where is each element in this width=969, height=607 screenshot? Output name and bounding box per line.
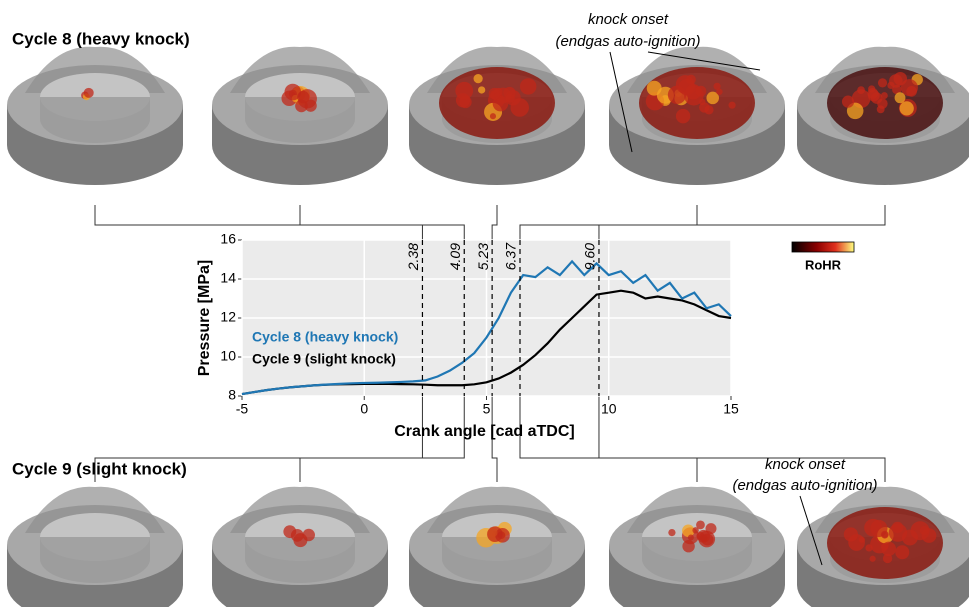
- rendering: [409, 47, 585, 185]
- bowl-wall: [642, 537, 752, 583]
- flame: [489, 88, 501, 100]
- flame: [478, 86, 485, 93]
- flame: [857, 86, 865, 94]
- connector: [95, 205, 422, 240]
- flame: [297, 91, 309, 103]
- flame: [704, 105, 713, 114]
- annotation: knock onset: [588, 11, 669, 28]
- flame: [729, 102, 736, 109]
- flame: [713, 83, 720, 90]
- x-tick-label: -5: [236, 401, 249, 417]
- flame: [868, 85, 875, 92]
- marker-label: 9.60: [582, 243, 598, 270]
- connector: [492, 205, 497, 240]
- connector: [599, 205, 885, 240]
- flame: [698, 531, 715, 548]
- y-tick-label: 12: [220, 309, 236, 325]
- flame: [870, 520, 887, 537]
- legend-entry: Cycle 9 (slight knock): [252, 351, 396, 367]
- row-label: Cycle 8 (heavy knock): [12, 29, 190, 48]
- row-label: Cycle 9 (slight knock): [12, 459, 187, 478]
- marker-label: 2.38: [405, 243, 421, 271]
- rendering: [609, 487, 785, 607]
- rendering: [609, 47, 785, 185]
- flame: [870, 556, 876, 562]
- annotation: (endgas auto-ignition): [555, 33, 700, 50]
- marker-label: 6.37: [503, 242, 519, 270]
- flame: [84, 88, 94, 98]
- flame: [878, 78, 887, 87]
- bowl-wall: [40, 97, 150, 143]
- bowl-wall: [40, 537, 150, 583]
- flame: [506, 93, 515, 102]
- y-tick-label: 16: [220, 231, 236, 247]
- flame: [498, 531, 506, 539]
- flame: [520, 78, 536, 94]
- rendering: [797, 487, 969, 607]
- colorbar: [792, 242, 854, 252]
- rendering: [212, 47, 388, 185]
- flame: [695, 86, 706, 97]
- flame: [895, 92, 906, 103]
- flame: [842, 96, 854, 108]
- flame: [865, 544, 872, 551]
- flame: [877, 105, 885, 113]
- flame: [283, 525, 296, 538]
- x-tick-label: 10: [601, 401, 617, 417]
- rendering: [409, 487, 585, 607]
- connector: [300, 205, 464, 240]
- connector: [520, 205, 697, 240]
- rendering: [212, 487, 388, 607]
- flame: [676, 109, 690, 123]
- annotation: knock onset: [765, 456, 846, 473]
- y-axis-label: Pressure [MPa]: [196, 260, 213, 377]
- y-tick-label: 10: [220, 348, 236, 364]
- x-tick-label: 15: [723, 401, 739, 417]
- flame: [668, 529, 675, 536]
- marker-label: 5.23: [475, 243, 491, 270]
- flame: [647, 81, 662, 96]
- flame: [303, 529, 315, 541]
- flame: [455, 82, 473, 100]
- flame: [920, 526, 929, 535]
- flame: [668, 86, 686, 104]
- flame: [490, 113, 496, 119]
- x-axis-label: Crank angle [cad aTDC]: [394, 423, 574, 440]
- flame: [895, 545, 909, 559]
- flame: [889, 523, 907, 541]
- flame: [692, 527, 698, 533]
- flame: [844, 527, 858, 541]
- y-tick-label: 14: [220, 270, 236, 286]
- annotation: (endgas auto-ignition): [732, 477, 877, 494]
- marker-label: 4.09: [447, 243, 463, 270]
- flame: [889, 74, 903, 88]
- rendering: [797, 47, 969, 185]
- rendering: [7, 47, 183, 185]
- rendering: [7, 487, 183, 607]
- flame: [906, 86, 917, 97]
- colorbar-label: RoHR: [805, 257, 842, 272]
- flame: [688, 535, 694, 541]
- flame: [474, 74, 483, 83]
- x-tick-label: 0: [360, 401, 368, 417]
- flame: [881, 543, 888, 550]
- x-tick-label: 5: [483, 401, 491, 417]
- figure: 810121416-5051015Crank angle [cad aTDC]P…: [0, 0, 969, 607]
- flame: [900, 101, 914, 115]
- legend-entry: Cycle 8 (heavy knock): [252, 329, 398, 345]
